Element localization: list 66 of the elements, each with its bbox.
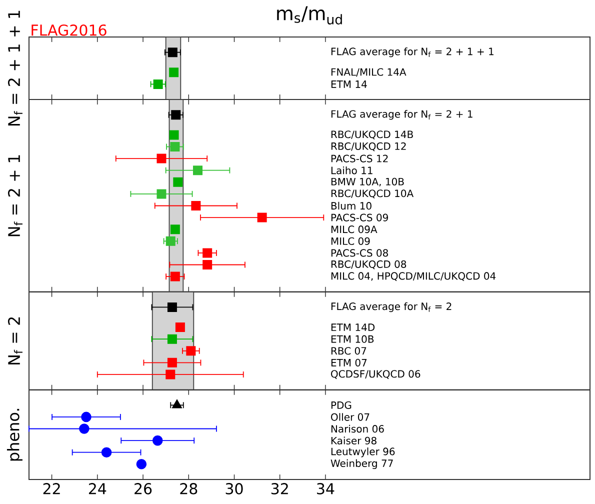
point <box>257 212 267 222</box>
chart-title: m$_{s}$/m$_{ud}$ <box>277 6 342 24</box>
point <box>191 200 201 210</box>
category-label: FLAG average for N$_{f}$ = 2 + 1 <box>331 110 472 120</box>
category-label: RBC/UKQCD 14B <box>331 130 413 140</box>
category-label: MILC 09A <box>331 226 378 234</box>
category-label: PDG <box>331 401 352 409</box>
point <box>202 260 212 270</box>
x-tick-label: 22 <box>43 483 60 494</box>
x-tick-label: 26 <box>134 483 152 494</box>
y-axis-title: N$_{f}$ = 2 <box>8 317 22 364</box>
category-label: Kaiser 98 <box>331 436 376 444</box>
category-label: Weinberg 77 <box>330 459 393 470</box>
x-tick-label: 30 <box>226 483 243 494</box>
category-label: Laiho 11 <box>331 166 372 174</box>
category-label: RBC/UKQCD 10A <box>331 190 414 198</box>
point <box>170 272 180 282</box>
category-label: MILC 09 <box>331 237 370 245</box>
category-label: MILC 04, HPQCD/MILC/UKQCD 04 <box>331 272 496 281</box>
point <box>193 166 203 176</box>
category-label: RBC 07 <box>331 347 366 355</box>
point <box>152 435 163 446</box>
category-label: Leutwyler 96 <box>331 448 395 458</box>
point <box>136 459 147 470</box>
x-tick-label: 28 <box>180 483 198 494</box>
category-label: Narison 06 <box>331 424 384 433</box>
category-label: ETM 14 <box>331 80 367 88</box>
point <box>166 370 176 380</box>
point <box>156 189 166 199</box>
point <box>175 322 185 332</box>
category-label: RBC/UKQCD 08 <box>331 260 406 270</box>
point <box>167 358 177 368</box>
y-axis-title: pheno. <box>6 408 22 461</box>
category-label: FLAG average for N$_{f}$ = 2 <box>331 302 452 312</box>
x-tick-label: 34 <box>317 483 334 494</box>
text: FLAG2016 <box>32 24 106 36</box>
category-label: FNAL/MILC 14A <box>331 68 406 77</box>
point <box>166 236 176 246</box>
point <box>169 130 179 140</box>
point <box>81 412 92 422</box>
category-label: QCDSF/UKQCD 06 <box>331 370 420 379</box>
point <box>202 248 212 258</box>
category-label: ETM 10B <box>331 335 374 343</box>
category-label: BMW 10A, 10B <box>331 178 404 186</box>
point <box>173 177 183 187</box>
point <box>167 334 177 344</box>
x-tick-label: 24 <box>88 483 106 494</box>
point <box>186 346 196 356</box>
category-label: PACS-CS 12 <box>331 154 388 162</box>
point <box>101 447 112 458</box>
category-label: PACS-CS 09 <box>331 214 388 222</box>
x-tick-label: 32 <box>271 483 288 494</box>
category-label: RBC/UKQCD 12 <box>331 142 406 152</box>
point <box>170 142 180 152</box>
y-axis-title: N$_{f}$ = 2 + 1 + 1 <box>8 10 22 126</box>
point <box>172 400 182 408</box>
point <box>156 154 166 164</box>
y-axis-title: N$_{f}$ = 2 + 1 <box>8 155 22 236</box>
category-label: ETM 07 <box>331 358 367 366</box>
point <box>79 424 90 434</box>
point <box>170 224 180 234</box>
category-label: Oller 07 <box>331 413 370 421</box>
category-label: Blum 10 <box>331 202 372 210</box>
category-label: PACS-CS 08 <box>331 249 388 257</box>
category-label: ETM 14D <box>331 324 375 331</box>
category-label: FLAG average for N$_{f}$ = 2 + 1 + 1 <box>331 47 494 58</box>
